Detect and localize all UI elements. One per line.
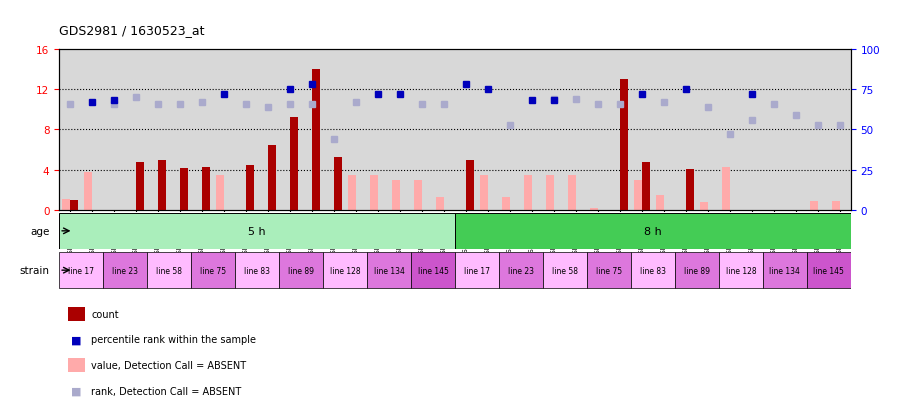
Bar [59,214,455,249]
Text: 8 h: 8 h [644,226,662,236]
Bar [392,180,400,211]
Bar [191,253,235,288]
Bar [634,180,642,211]
Bar [279,253,323,288]
Bar [290,118,298,211]
Bar [455,214,851,249]
Bar [723,167,730,211]
Bar [180,169,187,211]
Text: line 89: line 89 [288,266,314,275]
Text: count: count [91,309,118,319]
Text: line 23: line 23 [508,266,534,275]
Bar [587,253,631,288]
Bar [246,165,254,211]
Text: line 145: line 145 [814,266,844,275]
Text: age: age [30,226,50,236]
Text: line 75: line 75 [596,266,622,275]
Bar [85,172,92,211]
Bar [832,202,840,211]
Bar [524,176,532,211]
Bar [217,176,224,211]
Bar [455,253,499,288]
Text: GDS2981 / 1630523_at: GDS2981 / 1630523_at [59,24,205,37]
Text: line 134: line 134 [374,266,404,275]
Text: line 128: line 128 [725,266,756,275]
Bar [642,162,650,211]
Bar [63,199,70,211]
Bar [235,253,279,288]
Bar [719,253,763,288]
Bar [466,160,474,211]
Text: line 145: line 145 [418,266,449,275]
Text: ■: ■ [71,386,82,396]
Bar [367,253,411,288]
Bar [103,253,147,288]
Bar [763,253,807,288]
Text: 5 h: 5 h [248,226,266,236]
Text: value, Detection Call = ABSENT: value, Detection Call = ABSENT [91,360,246,370]
Bar [546,176,554,211]
Bar [202,167,210,211]
Bar [807,253,851,288]
Text: percentile rank within the sample: percentile rank within the sample [91,335,256,344]
Bar [147,253,191,288]
Bar [620,80,628,211]
Bar [312,70,319,211]
Bar [323,253,367,288]
Bar [414,180,422,211]
Text: line 58: line 58 [157,266,182,275]
Bar [631,253,675,288]
Bar [158,160,166,211]
Text: line 83: line 83 [244,266,270,275]
Bar [656,195,664,211]
Text: ■: ■ [71,335,82,344]
Bar [568,176,576,211]
Bar [675,253,719,288]
Bar [480,176,488,211]
Text: line 17: line 17 [464,266,490,275]
Bar [349,176,356,211]
Text: line 58: line 58 [552,266,578,275]
Text: line 89: line 89 [684,266,710,275]
Bar [136,162,144,211]
Bar [268,145,276,211]
Bar [543,253,587,288]
Bar [499,253,543,288]
Text: line 23: line 23 [112,266,138,275]
Text: line 75: line 75 [200,266,227,275]
Bar [700,203,708,211]
Text: strain: strain [20,266,50,275]
Bar [370,176,378,211]
Bar [70,201,78,211]
Text: line 128: line 128 [329,266,360,275]
Text: line 17: line 17 [68,266,94,275]
Bar [502,197,510,211]
Bar [686,169,693,211]
Text: line 83: line 83 [640,266,666,275]
Text: rank, Detection Call = ABSENT: rank, Detection Call = ABSENT [91,386,241,396]
Bar [411,253,455,288]
Bar [436,197,444,211]
Bar [334,157,342,211]
Bar [810,202,818,211]
Bar [591,209,598,211]
Text: line 134: line 134 [770,266,800,275]
Bar [59,253,103,288]
